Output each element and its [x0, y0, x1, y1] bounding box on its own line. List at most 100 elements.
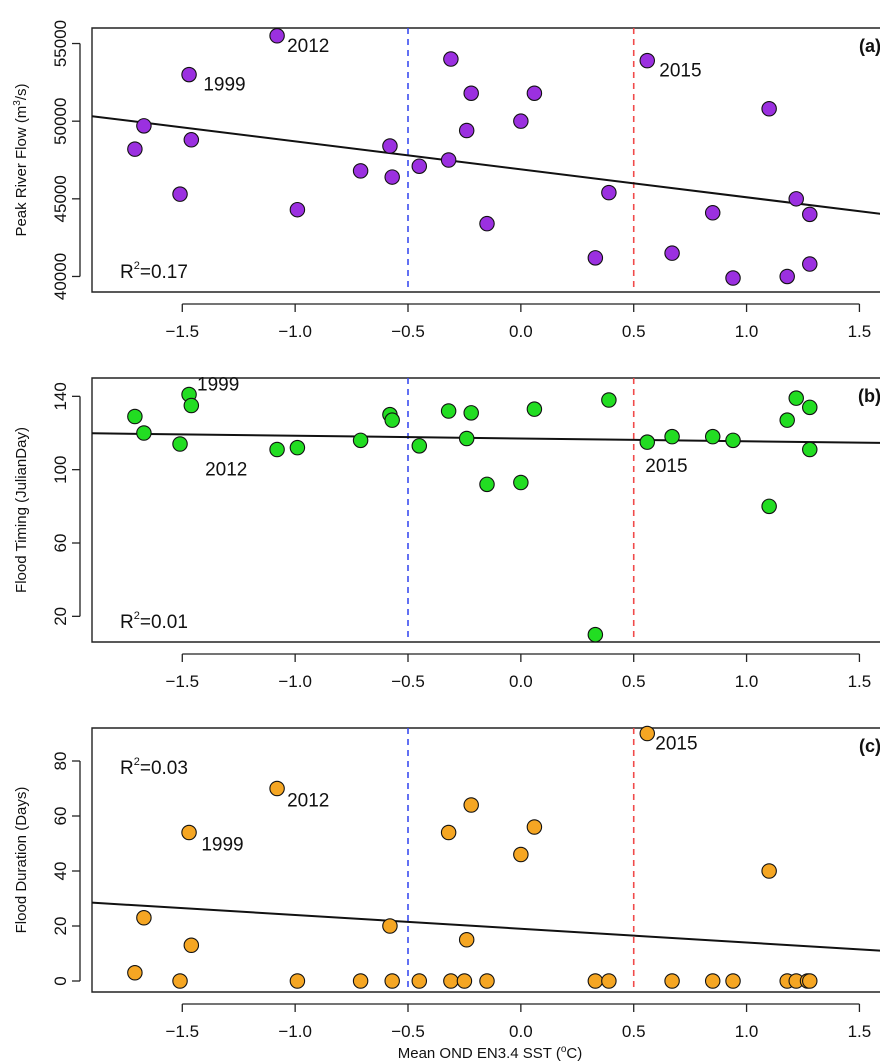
data-point	[526, 85, 543, 101]
data-point	[479, 476, 495, 493]
data-point	[172, 186, 188, 202]
y-tick-label: 20	[51, 607, 70, 626]
x-tick-label: −1.0	[278, 1022, 312, 1041]
x-tick-label: 0.0	[509, 672, 533, 691]
data-point	[181, 824, 197, 841]
data-point	[269, 780, 285, 797]
data-point	[802, 441, 818, 458]
data-point	[526, 401, 543, 417]
data-point	[289, 201, 306, 218]
data-point	[411, 973, 428, 989]
panel-c: −1.5 −1.0 −0.5 0.0 0.5 1.0 1.5 0 20 40 60 80 Flood D…	[13, 725, 880, 1041]
data-point	[352, 973, 369, 989]
data-point	[587, 250, 604, 266]
data-point	[639, 434, 656, 450]
year-annotation: 1999	[201, 835, 243, 856]
data-point	[458, 931, 475, 948]
data-point	[513, 474, 529, 491]
x-tick-label: 0.0	[509, 322, 533, 341]
data-point	[639, 52, 656, 69]
data-point	[664, 428, 680, 445]
data-point	[183, 397, 200, 414]
data-point	[463, 405, 479, 421]
data-point	[289, 973, 306, 989]
regression-line	[92, 115, 880, 215]
y-tick-label: 100	[51, 455, 70, 483]
x-tick-label: −1.5	[166, 672, 200, 691]
data-point	[172, 436, 188, 452]
data-point	[802, 256, 818, 272]
data-point	[136, 909, 152, 926]
x-tick-label: −1.0	[278, 322, 312, 341]
panel-label: (c)	[859, 736, 880, 756]
data-point	[479, 215, 495, 232]
year-annotation: 1999	[203, 75, 245, 96]
y-tick-label: 60	[51, 534, 70, 553]
panel-label: (b)	[858, 386, 880, 406]
r-squared-label: R2=0.03	[120, 756, 188, 779]
data-point	[601, 392, 617, 408]
data-point	[779, 412, 795, 428]
x-tick-label: 1.5	[848, 672, 872, 691]
data-point	[183, 937, 200, 953]
y-tick-label: 55000	[51, 20, 70, 67]
y-axis: 20 60 100 140	[51, 382, 81, 626]
data-point	[704, 205, 721, 221]
x-axis-title: Mean OND EN3.4 SST (oC)	[398, 1044, 583, 1062]
r-squared-label: R2=0.01	[120, 610, 188, 633]
data-point	[704, 428, 721, 445]
y-tick-label: 20	[51, 917, 70, 936]
data-point	[463, 797, 479, 813]
x-tick-label: 0.5	[622, 1022, 646, 1041]
data-point	[725, 432, 741, 449]
data-point	[384, 973, 400, 989]
data-point	[411, 158, 428, 174]
plot-frame	[91, 27, 880, 293]
data-point	[181, 66, 197, 83]
data-point	[289, 439, 306, 456]
data-point	[639, 725, 656, 742]
y-axis-title: Flood Duration (Days)	[13, 787, 30, 934]
data-point	[526, 819, 543, 835]
data-point	[513, 846, 529, 863]
x-tick-label: −0.5	[391, 1022, 425, 1041]
data-point	[172, 973, 188, 989]
x-tick-label: −0.5	[391, 672, 425, 691]
x-tick-label: 1.0	[735, 1022, 759, 1041]
x-tick-label: 1.0	[735, 672, 759, 691]
data-point	[725, 270, 741, 286]
year-annotation: 2015	[645, 456, 687, 477]
plot-frame	[91, 727, 880, 993]
y-axis-title: Flood Timing (JulianDay)	[13, 427, 30, 593]
data-point	[384, 169, 400, 185]
data-point	[704, 973, 721, 989]
x-tick-label: −1.0	[278, 672, 312, 691]
data-point	[382, 918, 398, 934]
data-point	[127, 408, 143, 425]
year-annotation: 2012	[287, 36, 329, 57]
data-point	[456, 973, 473, 989]
data-point	[513, 113, 529, 129]
x-axis: −1.5 −1.0 −0.5 0.0 0.5 1.0 1.5	[166, 303, 871, 341]
regression-line	[92, 432, 880, 444]
panel-a: −1.5 −1.0 −0.5 0.0 0.5 1.0 1.5 40000 45000 50000 5…	[12, 20, 880, 341]
y-axis: 40000 45000 50000 55000	[51, 20, 81, 300]
data-point	[761, 863, 777, 879]
x-tick-label: 0.0	[509, 1022, 533, 1041]
panel-label: (a)	[859, 36, 880, 56]
data-point	[440, 824, 457, 841]
data-point	[802, 973, 818, 989]
y-tick-label: 40	[51, 862, 70, 881]
data-point	[779, 268, 795, 285]
data-point	[788, 191, 804, 207]
data-point	[601, 973, 617, 989]
data-point	[352, 432, 369, 449]
panel-b: −1.5 −1.0 −0.5 0.0 0.5 1.0 1.5 20 60 100 140 Flood …	[13, 375, 880, 691]
data-point	[136, 118, 152, 134]
x-tick-label: −1.5	[166, 322, 200, 341]
data-point	[761, 498, 777, 515]
data-point	[458, 122, 475, 139]
y-tick-label: 50000	[51, 98, 70, 145]
data-point	[269, 441, 285, 458]
